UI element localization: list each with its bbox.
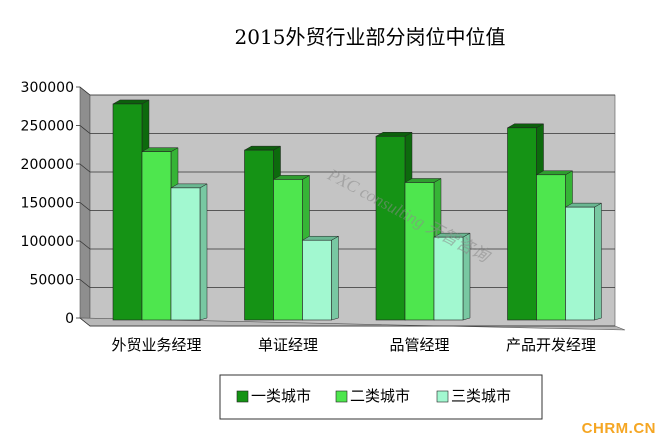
gridline bbox=[79, 125, 91, 134]
x-tick-label: 品管经理 bbox=[389, 336, 449, 354]
chart-title: 2015外贸行业部分岗位中位值 bbox=[235, 25, 506, 49]
y-tick-label: 50000 bbox=[29, 273, 74, 289]
y-tick-label: 300000 bbox=[21, 80, 74, 96]
bar-front bbox=[404, 182, 435, 321]
bar-side bbox=[199, 183, 208, 321]
gridline bbox=[79, 279, 91, 288]
bar-side bbox=[594, 202, 602, 321]
gridline bbox=[79, 163, 91, 173]
bar bbox=[301, 235, 340, 321]
y-axis-ticks: 0 50000 100000 150000 200000 250000 300000 bbox=[21, 80, 80, 327]
legend-label: 一类城市 bbox=[251, 387, 311, 405]
bar-front bbox=[375, 135, 406, 321]
y-tick-label: 0 bbox=[65, 311, 74, 327]
gridline bbox=[79, 317, 91, 327]
bar-front bbox=[565, 206, 595, 321]
legend-swatch bbox=[236, 390, 249, 403]
legend-box bbox=[219, 374, 543, 420]
x-tick-label: 单证经理 bbox=[258, 336, 318, 354]
bar-front bbox=[507, 127, 537, 321]
bar-front bbox=[170, 187, 201, 321]
bar-side bbox=[331, 235, 339, 321]
bar-front bbox=[112, 103, 143, 321]
legend-swatch bbox=[335, 390, 348, 403]
x-tick-label: 外贸业务经理 bbox=[111, 336, 201, 354]
bar-front bbox=[244, 149, 274, 321]
gridline bbox=[79, 240, 91, 250]
legend-label: 三类城市 bbox=[451, 387, 511, 405]
legend: 一类城市 二类城市 三类城市 bbox=[219, 374, 543, 420]
legend-swatch bbox=[436, 390, 449, 403]
bar bbox=[170, 183, 208, 321]
gridline bbox=[79, 202, 91, 211]
y-tick-label: 150000 bbox=[21, 196, 74, 212]
legend-label: 二类城市 bbox=[350, 387, 410, 405]
bar-front bbox=[273, 179, 303, 321]
bar-front bbox=[536, 174, 566, 321]
bar-front bbox=[302, 239, 332, 321]
watermark-text: CHRM.CN bbox=[581, 420, 656, 437]
gridline bbox=[79, 86, 91, 96]
bar-front bbox=[433, 236, 464, 321]
y-tick-label: 100000 bbox=[21, 234, 74, 250]
x-tick-label: 产品开发经理 bbox=[506, 336, 596, 354]
bar-front bbox=[141, 151, 172, 321]
y-tick-label: 200000 bbox=[21, 157, 74, 173]
x-axis-labels: 外贸业务经理 单证经理 品管经理 产品开发经理 bbox=[111, 336, 596, 354]
bars bbox=[112, 99, 603, 321]
bar bbox=[564, 202, 603, 321]
bar bbox=[506, 123, 545, 321]
y-tick-label: 250000 bbox=[21, 119, 74, 135]
bar bbox=[433, 232, 471, 321]
